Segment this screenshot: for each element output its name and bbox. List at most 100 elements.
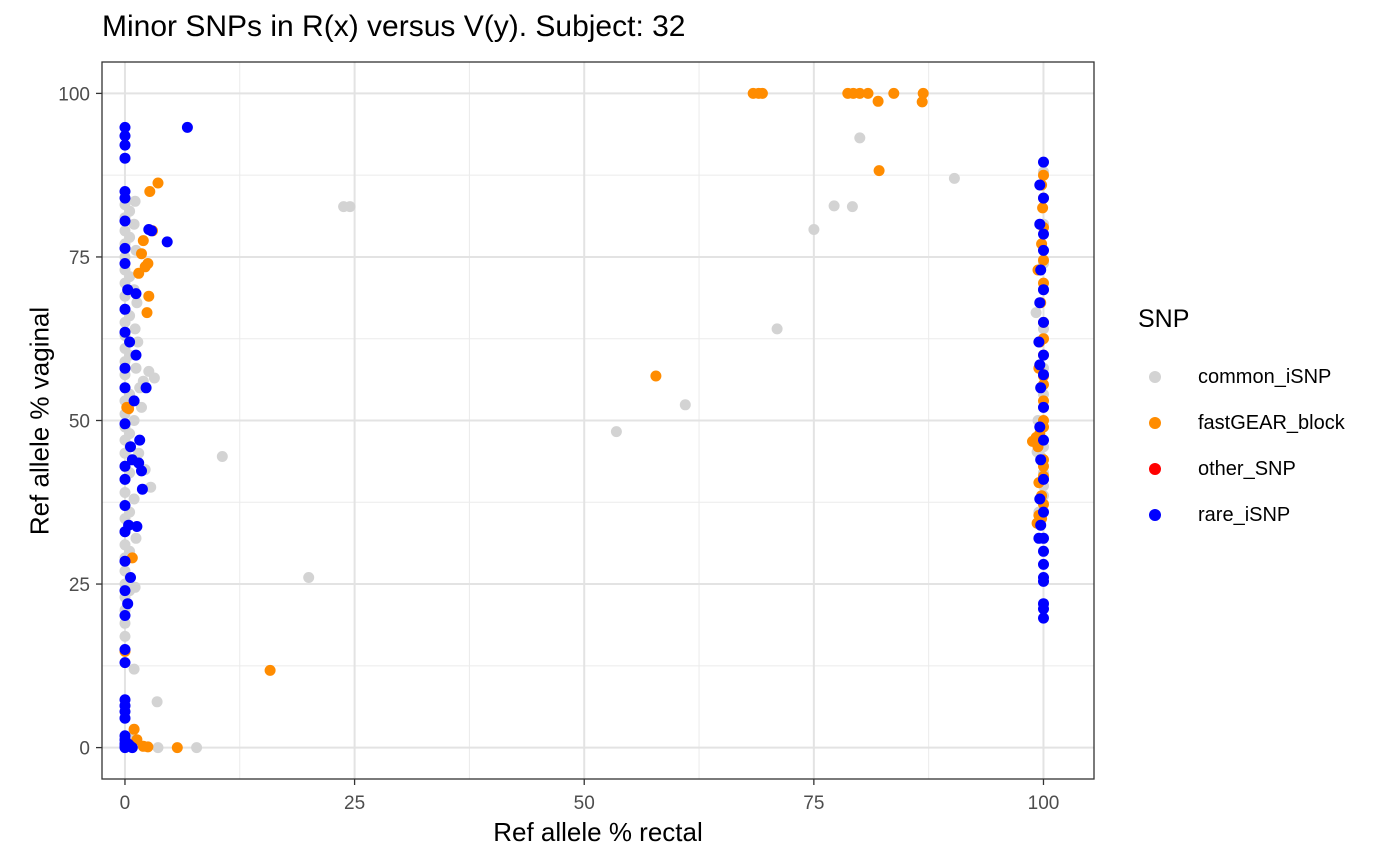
data-point: [916, 96, 928, 108]
data-point: [1038, 369, 1049, 381]
data-point: [125, 572, 136, 583]
data-point: [1038, 473, 1049, 485]
y-tick-label: 50: [69, 412, 90, 433]
data-point: [119, 617, 131, 629]
data-point: [140, 382, 152, 394]
y-axis-label: Ref allele % vaginal: [24, 306, 55, 536]
data-point: [119, 130, 131, 142]
data-point: [136, 483, 148, 495]
data-point: [872, 95, 884, 107]
data-point: [119, 555, 131, 567]
data-point: [128, 415, 140, 426]
data-point: [1038, 228, 1049, 240]
data-point: [146, 225, 158, 237]
data-point: [141, 307, 153, 319]
axis-ticks: 0 25 50 75 100 0 25 50 75 100: [58, 84, 1059, 814]
data-point: [142, 258, 154, 269]
data-point: [130, 349, 142, 361]
data-point: [1038, 244, 1049, 256]
y-tick-label: 100: [58, 84, 90, 105]
data-point: [119, 326, 131, 338]
data-point: [1038, 575, 1049, 587]
data-point: [1034, 421, 1046, 433]
data-point: [129, 323, 141, 335]
data-point: [124, 428, 136, 440]
data-point: [171, 742, 183, 754]
data-point: [119, 362, 131, 374]
data-point: [124, 271, 136, 283]
data-point: [130, 288, 142, 300]
data-point: [124, 336, 136, 348]
data-point: [1038, 316, 1049, 328]
data-point: [129, 195, 141, 207]
data-point: [119, 610, 131, 621]
data-point: [131, 521, 143, 532]
data-point: [130, 362, 142, 374]
x-tick-label: 25: [344, 793, 365, 814]
data-point: [917, 87, 929, 99]
legend: SNP common_iSNP fastGEAR_block other_SNP…: [1138, 305, 1345, 538]
legend-item-rare-isnp: rare_iSNP: [1138, 492, 1345, 538]
data-point: [126, 742, 138, 754]
data-point: [1038, 612, 1049, 624]
data-point: [122, 598, 134, 610]
series-rare-isnp: [119, 121, 1049, 754]
data-point: [771, 323, 783, 335]
data-point: [145, 481, 157, 493]
data-point: [1034, 218, 1046, 230]
data-point: [1035, 519, 1047, 531]
data-point: [1038, 532, 1049, 544]
data-point: [1038, 558, 1049, 570]
chart-title: Minor SNPs in R(x) versus V(y). Subject:…: [102, 10, 686, 43]
data-point: [119, 473, 131, 485]
data-point: [756, 87, 768, 99]
data-point: [854, 132, 866, 144]
data-point: [119, 242, 131, 254]
data-point: [119, 500, 131, 511]
x-tick-label: 75: [803, 793, 824, 814]
data-point: [1034, 359, 1046, 371]
data-point: [1030, 307, 1042, 319]
data-point: [128, 723, 140, 735]
data-point: [136, 465, 147, 477]
data-point: [854, 87, 866, 99]
data-point: [122, 284, 134, 296]
legend-title: SNP: [1138, 305, 1190, 333]
x-tick-label: 100: [1028, 793, 1060, 814]
data-point: [129, 581, 141, 593]
data-point: [132, 336, 144, 348]
data-point: [191, 742, 203, 754]
data-point: [119, 644, 131, 655]
legend-swatch-common-isnp: [1149, 371, 1161, 383]
data-point: [264, 664, 276, 676]
data-point: [1034, 179, 1046, 191]
data-point: [119, 630, 131, 642]
legend-item-common-isnp: common_iSNP: [1138, 354, 1345, 400]
data-point: [303, 572, 315, 583]
data-point: [128, 395, 140, 407]
data-point: [124, 231, 136, 243]
legend-label-common-isnp: common_iSNP: [1198, 365, 1332, 388]
data-point: [181, 121, 193, 133]
data-point: [123, 403, 135, 415]
data-point: [144, 186, 156, 197]
data-point: [1038, 349, 1049, 361]
y-tick-label: 75: [69, 248, 90, 269]
data-point: [1038, 254, 1049, 266]
data-point: [948, 172, 960, 184]
data-point: [846, 201, 858, 213]
data-point: [119, 139, 131, 151]
data-point: [119, 487, 131, 498]
legend-item-fastgear-block: fastGEAR_block: [1138, 400, 1345, 446]
legend-item-other-snp: other_SNP: [1138, 446, 1345, 492]
data-point: [137, 235, 149, 247]
data-point: [862, 87, 874, 99]
data-point: [136, 248, 147, 260]
y-tick-label: 25: [69, 575, 90, 596]
data-point: [119, 418, 131, 430]
data-point: [1033, 336, 1045, 348]
data-point: [119, 215, 131, 227]
data-point: [130, 532, 142, 544]
data-point: [1038, 434, 1049, 446]
